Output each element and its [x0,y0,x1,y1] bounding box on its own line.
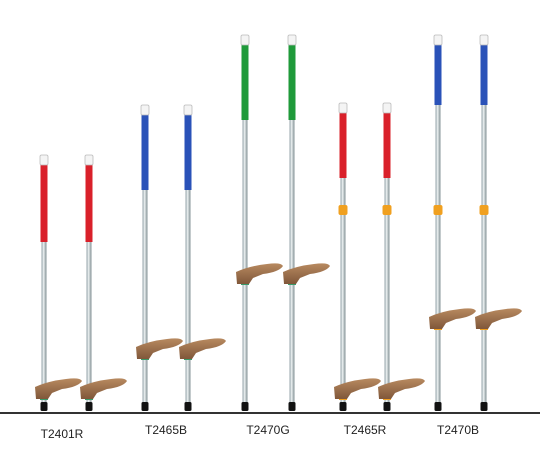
clip [338,205,348,215]
pole [41,165,47,405]
footrest [236,263,283,284]
footrest [35,378,82,399]
product-label: T2465R [344,423,387,437]
grip [288,45,296,120]
footrest [283,263,330,284]
cap [183,104,193,116]
footrest [429,308,476,329]
cap [382,102,392,114]
grip [241,45,249,120]
tip [184,402,192,411]
cap [140,104,150,116]
tip [480,402,488,411]
grip [40,165,48,242]
tip [40,402,48,411]
product-label: T2470G [246,423,289,437]
tip [288,402,296,411]
footrest [136,338,183,359]
cap [39,154,49,166]
cap [84,154,94,166]
cap [287,34,297,46]
product-label: T2470B [437,423,479,437]
footrest [378,378,425,399]
grip [383,113,391,178]
grip [480,45,488,105]
grip [434,45,442,105]
product-label: T2401R [41,427,84,441]
grip [184,115,192,190]
pole [142,115,148,405]
cap [338,102,348,114]
pole [242,45,248,405]
footrest [475,308,522,329]
clip [479,205,489,215]
pole [185,115,191,405]
clip [382,205,392,215]
tip [241,402,249,411]
ground-line [0,412,540,414]
tip [85,402,93,411]
pole [340,113,346,405]
pole [289,45,295,405]
tip [339,402,347,411]
tip [383,402,391,411]
cap [479,34,489,46]
tip [434,402,442,411]
pole [481,45,487,405]
footrest [179,338,226,359]
grip [339,113,347,178]
grip [141,115,149,190]
cap [240,34,250,46]
product-label: T2465B [145,423,187,437]
footrest [334,378,381,399]
pole [435,45,441,405]
tip [141,402,149,411]
pole [384,113,390,405]
pole [86,165,92,405]
clip [433,205,443,215]
grip [85,165,93,242]
cap [433,34,443,46]
footrest [80,378,127,399]
